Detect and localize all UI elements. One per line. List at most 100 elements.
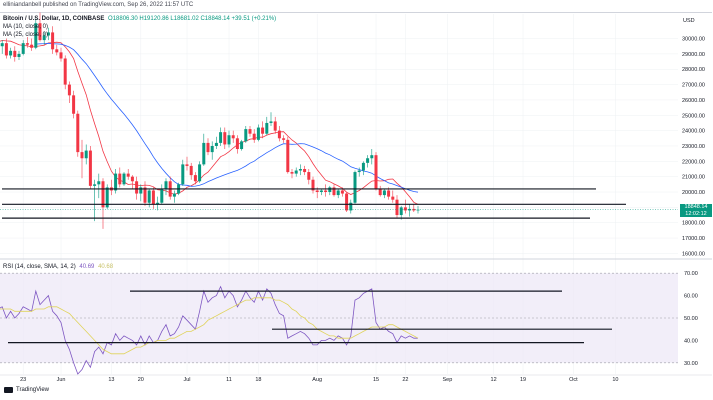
candle-up [294,170,298,174]
candle-up [84,150,88,159]
time-tick-label: 13 [108,377,114,383]
candle-up [382,190,386,196]
last-price-badge: 18848.14 12:02:12 [680,203,712,217]
ma-fast-label[interactable]: MA (10, close, 0) [3,24,49,30]
candle-down [55,49,59,53]
rsi-legend[interactable]: RSI (14, close, SMA, 14, 2) 40.69 40.68 [3,264,113,270]
candle-down [412,208,416,211]
candle-down [59,52,63,59]
candle-down [38,23,42,41]
time-tick-label: 18 [255,377,261,383]
price-axis-unit: USD [683,18,695,24]
candle-down [130,176,134,182]
price-tick-label: 25000.00 [682,113,705,119]
candle-up [147,190,151,203]
ma-slow-label[interactable]: MA (25, close, 0) [3,32,49,38]
candle-down [374,155,378,189]
rsi-ma-line [0,297,419,355]
price-tick-label: 22000.00 [682,159,705,165]
time-axis: 23 Jun 13 20 Jul 11 18 Aug 15 22 Sep 12 19 Oct 10 [0,374,712,383]
candle-up [9,50,13,56]
price-tick-label: 24000.00 [682,129,705,135]
candle-down [340,190,344,194]
candle-down [13,50,17,57]
price-tick-label: 29000.00 [682,52,705,58]
candle-up [219,132,223,143]
candle-down [67,84,71,96]
candle-up [164,181,168,189]
candle-up [353,172,357,203]
candle-up [181,164,185,185]
candle-up [156,202,160,205]
price-axis: USD16000.0017000.0018000.0019000.0020000… [682,18,705,257]
time-tick-label: Oct [569,377,578,383]
price-tick-label: 17000.00 [682,236,705,242]
price-tick-label: 21000.00 [682,175,705,181]
candle-down [4,43,8,56]
candle-down [231,135,235,139]
candle-down [25,43,29,45]
price-tick-label: 18000.00 [682,221,705,227]
candle-up [227,135,231,145]
time-tick-label: 23 [20,377,26,383]
candle-down [223,132,227,145]
time-tick-label: 20 [138,377,144,383]
candle-up [265,122,269,134]
candle-down [315,190,319,193]
tradingview-footer[interactable]: TradingView [4,387,49,393]
candle-up [366,158,370,163]
candle-up [256,127,260,140]
brand-label: TradingView [16,387,50,393]
symbol-label: Bitcoin / U.S. Dollar, 1D, COINBASE [3,16,105,22]
candle-down [345,193,349,211]
candle-down [126,173,130,177]
last-price-value: 18848.14 [684,204,708,211]
time-tick-label: Sep [443,377,453,383]
candle-down [101,181,105,208]
candle-down [193,175,197,182]
time-tick-label: 15 [373,377,379,383]
candle-down [30,44,34,48]
candle-up [46,32,50,36]
candle-up [210,145,214,153]
candle-up [214,142,218,146]
candle-up [42,35,46,41]
candle-down [332,187,336,196]
time-tick-label: 22 [402,377,408,383]
chart-frame [0,12,712,386]
time-tick-label: Jul [183,377,190,383]
ma-slow-line [35,42,419,193]
candle-up [361,162,365,171]
candle-up [97,181,101,185]
candle-up [114,173,118,191]
chart-legend: Bitcoin / U.S. Dollar, 1D, COINBASE O188… [3,15,276,39]
candle-down [235,138,239,150]
candle-down [63,58,67,85]
candle-up [328,187,332,193]
candle-up [160,188,164,203]
candle-up [319,190,323,193]
price-tick-label: 16000.00 [682,251,705,257]
candle-down [151,190,155,205]
candle-down [277,130,281,139]
candle-up [357,170,361,173]
candle-up [408,208,412,211]
candle-up [336,190,340,196]
candle-up [370,155,374,159]
time-tick-label: Aug [312,377,322,383]
candle-down [282,138,286,140]
time-tick-label: 12 [491,377,497,383]
candle-down [395,199,399,216]
publish-header: elliniandanbell published on TradingView… [3,2,194,8]
price-tick-label: 28000.00 [682,67,705,73]
candle-down [206,142,210,153]
candle-up [399,207,403,216]
candle-down [88,150,92,186]
candlestick-series [0,12,420,229]
price-tick-label: 30000.00 [682,37,705,43]
candle-down [324,190,328,193]
rsi-line [0,285,418,375]
rsi-tick-label: 70.00 [684,271,698,277]
time-tick-label: 19 [520,377,526,383]
